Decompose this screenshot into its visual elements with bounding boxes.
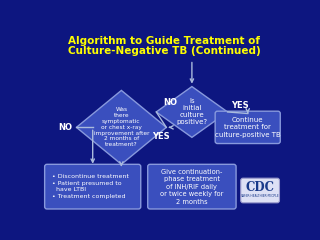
Text: NO: NO [163,98,177,107]
Text: Culture-Negative TB (Continued): Culture-Negative TB (Continued) [68,46,260,56]
Text: Is
initial
culture
positive?: Is initial culture positive? [176,98,207,126]
Text: Algorithm to Guide Treatment of: Algorithm to Guide Treatment of [68,36,260,47]
Polygon shape [156,87,228,137]
FancyBboxPatch shape [148,164,236,209]
Text: Give continuation-
phase treatment
of INH/RIF daily
or twice weekly for
2 months: Give continuation- phase treatment of IN… [160,169,224,205]
Text: CDC: CDC [246,181,275,194]
Text: YES: YES [152,132,169,141]
Text: Was
there
symptomatic
or chest x-ray
improvement after
2 months of
treatment?: Was there symptomatic or chest x-ray imp… [94,108,149,147]
Text: YES: YES [231,101,249,110]
Text: SAFER·HEALTHIER·PEOPLE: SAFER·HEALTHIER·PEOPLE [241,194,279,198]
FancyBboxPatch shape [241,178,279,203]
FancyBboxPatch shape [215,111,280,144]
Polygon shape [76,90,166,164]
Text: • Discontinue treatment
• Patient presumed to
  have LTBI
• Treatment completed: • Discontinue treatment • Patient presum… [52,174,129,199]
Text: NO: NO [59,123,73,132]
FancyBboxPatch shape [45,164,141,209]
Text: Continue
treatment for
culture-positive TB: Continue treatment for culture-positive … [215,117,281,138]
